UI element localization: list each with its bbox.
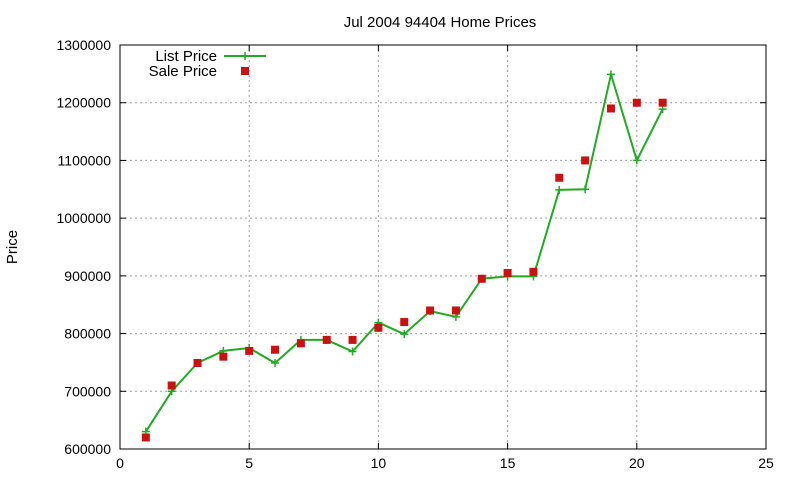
sale-price-point bbox=[581, 156, 590, 165]
sale-price-point bbox=[193, 359, 202, 368]
sale-price-point bbox=[477, 274, 486, 283]
list-price-point bbox=[606, 70, 615, 79]
sale-price-point bbox=[322, 335, 331, 344]
sale-price-point bbox=[167, 381, 176, 390]
sale-price-point bbox=[503, 268, 512, 277]
sale-price-point bbox=[141, 433, 150, 442]
y-tick-label: 1000000 bbox=[56, 210, 111, 226]
list-price-line bbox=[144, 70, 664, 433]
list-price-point bbox=[348, 347, 357, 356]
x-tick-label: 25 bbox=[758, 455, 774, 471]
y-tick-label: 1200000 bbox=[56, 95, 111, 111]
x-tick-label: 0 bbox=[116, 455, 124, 471]
y-tick-label: 1100000 bbox=[58, 152, 112, 168]
list-price-point bbox=[271, 359, 280, 368]
y-tick-label: 1300000 bbox=[56, 37, 111, 53]
x-tick-label: 10 bbox=[371, 455, 387, 471]
sale-price-point bbox=[451, 306, 460, 315]
y-axis-label: Price bbox=[4, 230, 21, 264]
x-tick-label: 5 bbox=[245, 455, 253, 471]
series-layer bbox=[141, 70, 667, 442]
sale-price-point bbox=[271, 345, 280, 354]
y-tick-label: 900000 bbox=[64, 268, 111, 284]
sale-price-point bbox=[426, 306, 435, 315]
chart-title: Jul 2004 94404 Home Prices bbox=[344, 14, 537, 31]
legend-label-list-price: List Price bbox=[155, 48, 217, 65]
x-tick-label: 15 bbox=[500, 455, 516, 471]
sale-price-point bbox=[374, 323, 383, 332]
y-tick-label: 600000 bbox=[64, 441, 111, 457]
legend-label-sale-price: Sale Price bbox=[149, 63, 217, 80]
sale-price-point bbox=[606, 104, 615, 113]
plot-frame bbox=[119, 44, 767, 450]
sale-price-point bbox=[529, 267, 538, 276]
legend-marker-sale-price bbox=[241, 67, 249, 75]
y-tick-label: 700000 bbox=[64, 383, 111, 399]
list-price-point bbox=[581, 185, 590, 194]
grid-lines bbox=[120, 45, 766, 449]
legend-marker-list-price bbox=[241, 52, 249, 60]
list-price-point bbox=[400, 330, 409, 339]
sale-price-point bbox=[555, 173, 564, 182]
sale-price-point bbox=[632, 98, 641, 107]
sale-price-point bbox=[245, 346, 254, 355]
x-tick-label: 20 bbox=[629, 455, 645, 471]
sale-price-point bbox=[219, 352, 228, 361]
sale-price-point bbox=[296, 339, 305, 348]
sale-price-point bbox=[400, 318, 409, 327]
list-price-point bbox=[555, 185, 564, 194]
list-price-point bbox=[632, 156, 641, 165]
y-tick-label: 800000 bbox=[64, 326, 111, 342]
sale-price-point bbox=[658, 98, 667, 107]
sale-price-point bbox=[348, 335, 357, 344]
